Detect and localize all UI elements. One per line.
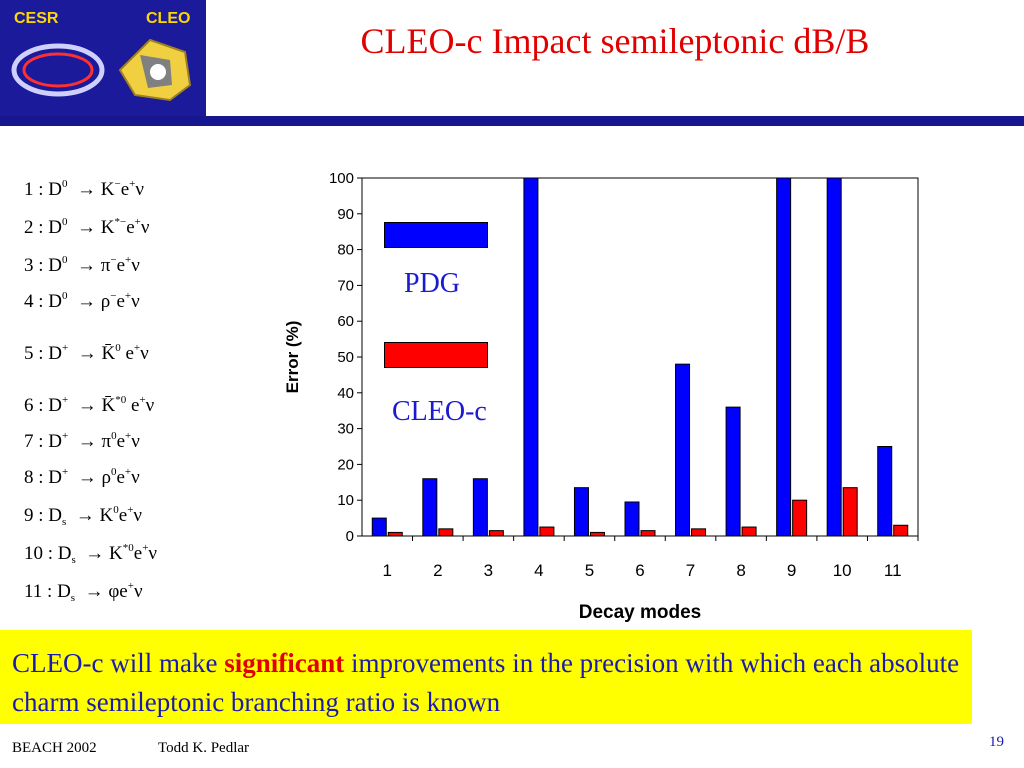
y-tick-label: 30 (337, 421, 354, 438)
y-tick-label: 100 (329, 170, 354, 187)
bar-cleo-c-2 (438, 528, 454, 537)
summary-box: CLEO-c will make significant improvement… (0, 630, 972, 724)
cleo-label: CLEO (146, 10, 191, 27)
decay-mode-7: 7 : D+ → π0e+ν (24, 430, 140, 452)
x-tick-label: 6 (635, 561, 644, 580)
bar-pdg-9 (776, 177, 792, 537)
y-tick-label: 70 (337, 277, 354, 294)
pdg-legend-swatch (384, 222, 488, 248)
y-tick-label: 90 (337, 206, 354, 223)
y-tick-label: 10 (337, 492, 354, 509)
bar-cleo-c-7 (691, 528, 707, 537)
bar-pdg-3 (472, 478, 488, 537)
y-tick-label: 50 (337, 349, 354, 366)
x-tick-label: 8 (736, 561, 745, 580)
decay-mode-5: 5 : D+ → K̄0 e+ν (24, 342, 149, 364)
summary-text: CLEO-c will make significant improvement… (12, 648, 960, 717)
bar-pdg-11 (877, 446, 893, 537)
summary-highlight: significant (224, 648, 345, 678)
y-axis-label: Error (%) (283, 321, 302, 394)
x-tick-label: 1 (383, 561, 392, 580)
x-axis-label: Decay modes (579, 602, 702, 623)
y-tick-label: 60 (337, 313, 354, 330)
bar-pdg-1 (371, 517, 387, 537)
bar-cleo-c-6 (640, 530, 656, 537)
decay-mode-3: 3 : D0 → π−e+ν (24, 254, 140, 276)
decay-mode-11: 11 : Ds → φe+ν (24, 580, 143, 604)
bar-cleo-c-1 (387, 531, 403, 537)
decay-mode-10: 10 : Ds → K*0e+ν (24, 542, 158, 566)
bar-cleo-c-9 (792, 499, 808, 537)
bar-cleo-c-10 (842, 487, 858, 537)
bar-cleo-c-11 (893, 524, 909, 537)
cleo-logo: CESR CLEO (0, 0, 206, 116)
bar-cleo-c-5 (589, 531, 605, 537)
decay-mode-9: 9 : Ds → K0e+ν (24, 504, 143, 528)
x-tick-label: 7 (686, 561, 695, 580)
decay-mode-2: 2 : D0 → K*−e+ν (24, 216, 150, 238)
footer-conference: BEACH 2002 (12, 740, 97, 756)
error-bar-chart: 0 10 20 30 40 50 60 70 80 90 100 1 2 3 4 5 6 7 8 9 10 11 Decay… (283, 170, 919, 623)
bar-cleo-c-8 (741, 526, 757, 537)
cesr-label: CESR (14, 10, 59, 27)
pdg-legend-label: PDG (404, 268, 461, 299)
bar-cleo-c-4 (539, 526, 555, 537)
bar-cleo-c-3 (488, 530, 504, 537)
bar-pdg-6 (624, 501, 640, 537)
decay-mode-8: 8 : D+ → ρ0e+ν (24, 466, 140, 488)
decay-mode-1: 1 : D0 → K−e+ν (24, 178, 144, 200)
page-number: 19 (989, 734, 1004, 750)
cleo-c-legend-label: CLEO-c (392, 396, 487, 427)
x-tick-label: 4 (534, 561, 543, 580)
slide-title: CLEO-c Impact semileptonic dB/B (360, 21, 870, 61)
y-tick-label: 0 (346, 528, 354, 545)
x-tick-label: 9 (787, 561, 796, 580)
bar-pdg-5 (573, 487, 589, 537)
y-tick-label: 40 (337, 385, 354, 402)
header-rule (0, 116, 1024, 126)
decay-mode-4: 4 : D0 → ρ−e+ν (24, 290, 140, 312)
bar-pdg-2 (422, 478, 438, 537)
decay-mode-6: 6 : D+ → K̄*0 e+ν (24, 394, 155, 416)
cleo-c-legend-swatch (384, 342, 488, 368)
bar-pdg-7 (675, 363, 691, 537)
x-tick-label: 10 (833, 561, 852, 580)
x-tick-label: 2 (433, 561, 442, 580)
bar-pdg-4 (523, 177, 539, 537)
x-tick-label: 5 (585, 561, 594, 580)
y-tick-label: 80 (337, 242, 354, 259)
footer-author: Todd K. Pedlar (158, 740, 250, 756)
bar-pdg-8 (725, 406, 741, 537)
x-tick-label: 3 (484, 561, 493, 580)
cesr-cleo-emblem-icon (11, 38, 192, 102)
y-tick-label: 20 (337, 456, 354, 473)
bar-pdg-10 (826, 177, 842, 537)
x-tick-label: 11 (884, 561, 902, 580)
